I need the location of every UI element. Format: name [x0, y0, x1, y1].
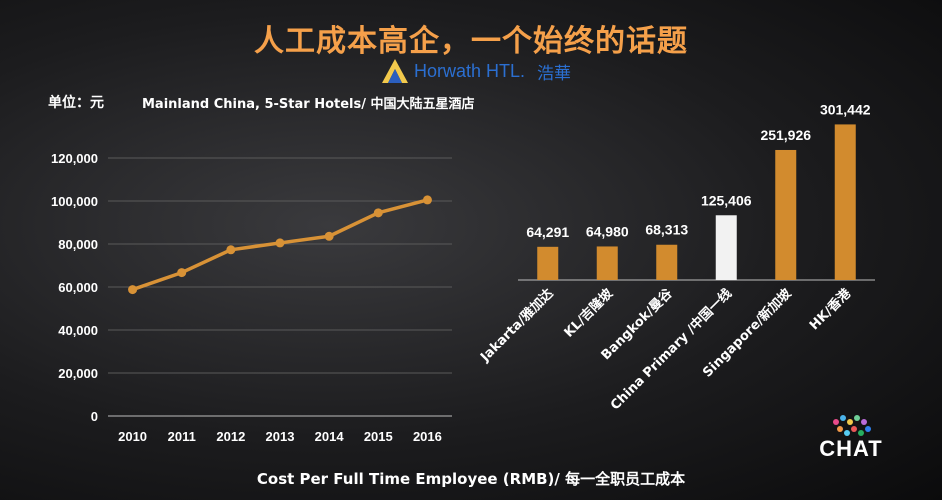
x-tick-label: 2010	[118, 429, 147, 444]
y-tick-label: 120,000	[51, 151, 98, 166]
bar-category-label: KL/吉隆坡	[561, 285, 617, 341]
horwath-brand-cn-text: 浩華	[537, 63, 572, 84]
cost-data-point	[177, 268, 187, 278]
bar-value-label: 301,442	[820, 101, 871, 117]
bar-value-label: 68,313	[645, 222, 688, 238]
y-tick-label: 20,000	[58, 366, 98, 381]
bar	[596, 246, 618, 280]
bar	[834, 124, 856, 281]
page-title: 人工成本高企，一个始终的话题	[254, 24, 688, 59]
bar-value-label: 64,291	[526, 224, 569, 240]
x-tick-label: 2012	[216, 429, 245, 444]
y-tick-label: 40,000	[58, 323, 98, 338]
x-tick-label: 2016	[413, 429, 442, 444]
bar-category-label: China Primary /中国一线	[607, 286, 735, 414]
bar	[537, 246, 559, 280]
y-tick-label: 100,000	[51, 194, 98, 209]
chart-subtitle: Mainland China, 5-Star Hotels/ 中国大陆五星酒店	[142, 97, 475, 112]
horwath-logo-icon	[382, 59, 408, 83]
chart-footer: Cost Per Full Time Employee (RMB)/ 每一全职员…	[256, 470, 686, 488]
chat-logo-icon	[833, 415, 871, 436]
cost-data-point	[422, 195, 432, 205]
cost-data-point	[324, 231, 334, 241]
horwath-logo: Horwath HTL. 浩華	[380, 56, 571, 86]
chat-logo-text: CHAT	[819, 436, 883, 461]
unit-label: 单位：元	[48, 95, 104, 111]
x-tick-label: 2011	[168, 429, 196, 444]
x-tick-label: 2015	[364, 429, 393, 444]
cost-data-point	[275, 238, 285, 248]
chat-logo: CHAT	[818, 412, 884, 462]
bar	[715, 215, 737, 280]
bar-category-label: HK/香港	[806, 285, 855, 334]
horwath-brand-text: Horwath HTL.	[414, 60, 526, 81]
cost-data-point	[128, 285, 138, 295]
y-tick-label: 0	[91, 409, 98, 424]
bar-value-label: 125,406	[701, 192, 752, 208]
bar	[775, 149, 797, 280]
x-tick-label: 2014	[315, 429, 345, 444]
y-tick-label: 80,000	[58, 237, 98, 252]
y-tick-label: 60,000	[58, 280, 98, 295]
bar-value-label: 64,980	[586, 223, 629, 239]
bar-category-label: Jakarta/雅加达	[477, 286, 557, 366]
x-tick-label: 2013	[266, 429, 295, 444]
bar	[656, 244, 678, 280]
cost-data-point	[226, 245, 236, 255]
cost-data-point	[373, 208, 383, 218]
bar-value-label: 251,926	[760, 127, 811, 143]
